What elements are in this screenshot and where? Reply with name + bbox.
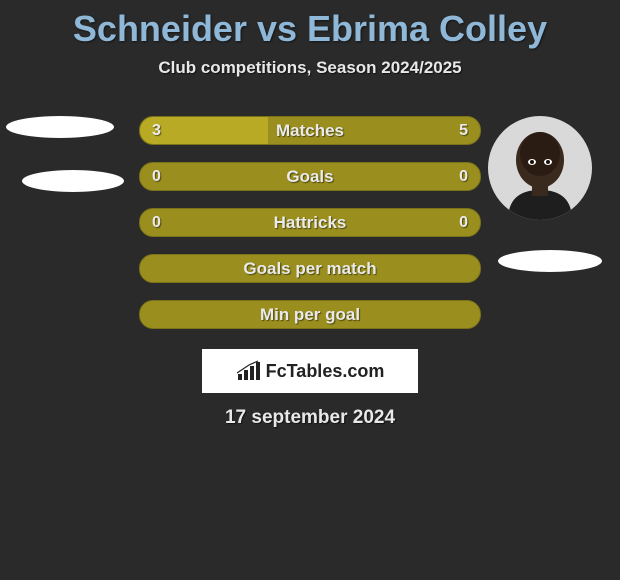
stat-label: Goals [140,167,480,187]
brand-chart-icon [236,360,262,382]
stat-label: Goals per match [140,259,480,279]
comparison-area: 3 Matches 5 0 Goals 0 0 Hattricks 0 Goal… [0,116,620,429]
stat-right-value: 0 [459,214,468,232]
stat-row-goals: 0 Goals 0 [139,162,481,191]
stat-right-value: 0 [459,168,468,186]
stat-label: Min per goal [140,305,480,325]
stat-bars: 3 Matches 5 0 Goals 0 0 Hattricks 0 Goal… [139,116,481,329]
page-title: Schneider vs Ebrima Colley [0,0,620,50]
date-line: 17 september 2024 [0,407,620,429]
subtitle: Club competitions, Season 2024/2025 [0,58,620,78]
player-right-avatar [488,116,592,220]
stat-row-hattricks: 0 Hattricks 0 [139,208,481,237]
brand-text: FcTables.com [266,361,385,382]
stat-label: Matches [140,121,480,141]
player-right-badge [498,250,602,272]
stat-row-gpm: Goals per match [139,254,481,283]
stat-row-matches: 3 Matches 5 [139,116,481,145]
brand-box: FcTables.com [202,349,418,393]
player-left-badge [6,116,114,138]
player-left-badge-2 [22,170,124,192]
stat-row-mpg: Min per goal [139,300,481,329]
stat-label: Hattricks [140,213,480,233]
stat-right-value: 5 [459,122,468,140]
